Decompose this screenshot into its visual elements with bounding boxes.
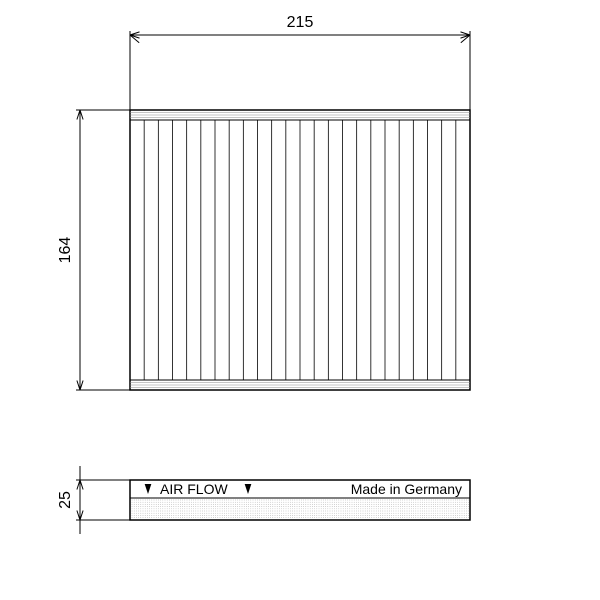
origin-label: Made in Germany (351, 481, 462, 497)
dimensions: 215 164 25 (57, 14, 470, 534)
dim-thickness: 25 (57, 491, 74, 509)
top-view (130, 110, 470, 390)
dim-width: 215 (287, 14, 314, 31)
dim-height: 164 (57, 237, 74, 264)
side-view: AIR FLOW Made in Germany (130, 480, 470, 520)
airflow-label: AIR FLOW (160, 481, 228, 497)
